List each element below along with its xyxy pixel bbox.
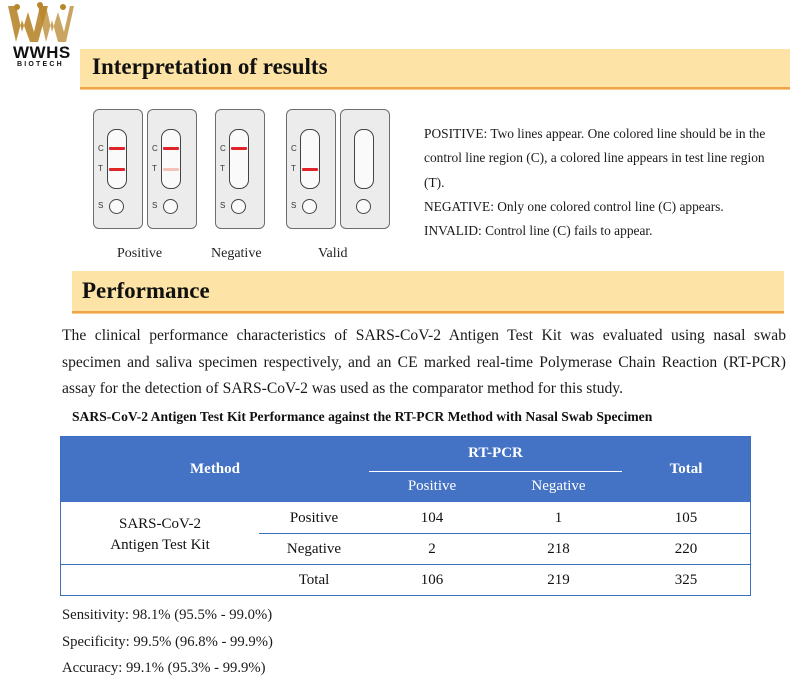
header-divider <box>369 471 622 472</box>
test-marker: T <box>98 164 103 173</box>
cell-positive: 104 <box>420 510 444 526</box>
test-marker: T <box>220 164 225 173</box>
header-positive: Positive <box>407 478 457 494</box>
logo-subtitle: BIOTECH <box>17 61 64 68</box>
sample-well <box>302 199 317 214</box>
company-logo: WWHS BIOTECH <box>5 2 75 74</box>
row-label: Positive <box>289 510 339 526</box>
sample-marker: S <box>152 201 158 210</box>
sample-marker: S <box>220 201 226 210</box>
logo-emblem-icon <box>8 2 74 42</box>
cell-total: 325 <box>674 572 698 588</box>
sample-well <box>231 199 246 214</box>
result-window <box>161 129 181 189</box>
sample-marker: S <box>291 201 297 210</box>
control-marker: C <box>291 144 297 153</box>
result-window <box>354 129 374 189</box>
row-group-label-line1: SARS-CoV-2 <box>119 516 201 532</box>
header-rt-pcr: RT-PCR <box>468 445 523 461</box>
test-cassette-positive-faint: C T S <box>147 109 197 229</box>
row-label: Negative <box>286 541 342 557</box>
control-marker: C <box>98 144 104 153</box>
test-cassette-negative: C T S <box>215 109 265 229</box>
test-cassette-invalid-blank <box>340 109 390 229</box>
stat-sensitivity: Sensitivity: 98.1% (95.5% - 99.0%) <box>62 607 273 623</box>
control-line <box>163 147 179 150</box>
row-divider <box>61 564 750 565</box>
sample-well <box>109 199 124 214</box>
section-title: Performance <box>82 278 210 303</box>
test-line <box>302 168 318 171</box>
header-method: Method <box>190 461 240 477</box>
result-window <box>229 129 249 189</box>
test-line-faint <box>163 168 179 171</box>
cell-total: 105 <box>674 510 698 526</box>
caption-negative: Negative <box>211 246 262 261</box>
performance-table: Method RT-PCR Positive Negative Total SA… <box>60 436 751 596</box>
interpretation-negative-invalid: NEGATIVE: Only one colored control line … <box>424 198 724 239</box>
cell-negative: 1 <box>554 510 563 526</box>
cell-negative: 219 <box>547 572 570 588</box>
caption-positive: Positive <box>117 246 163 261</box>
section-banner-performance: Performance <box>72 271 784 313</box>
sample-well <box>356 199 371 214</box>
performance-stats: Sensitivity: 98.1% (95.5% - 99.0%) Speci… <box>62 602 273 682</box>
table-header: Method RT-PCR Positive Negative Total <box>61 437 750 502</box>
control-marker: C <box>220 144 226 153</box>
cell-total: 220 <box>674 541 698 557</box>
control-line <box>231 147 247 150</box>
stat-specificity: Specificity: 99.5% (96.8% - 99.9%) <box>62 633 273 650</box>
interpretation-positive: POSITIVE: Two lines appear. One colored … <box>424 126 766 190</box>
performance-paragraph: The clinical performance characteristics… <box>62 327 786 397</box>
caption-valid: Valid <box>318 246 348 261</box>
result-window <box>300 129 320 189</box>
control-line <box>109 147 125 150</box>
cell-negative: 218 <box>547 541 570 557</box>
test-line <box>109 168 125 171</box>
row-group-label: SARS-CoV-2 Antigen Test Kit <box>61 514 259 556</box>
control-marker: C <box>152 144 158 153</box>
test-marker: T <box>152 164 157 173</box>
interpretation-text: POSITIVE: Two lines appear. One colored … <box>424 122 774 243</box>
section-title: Interpretation of results <box>92 54 328 79</box>
test-marker: T <box>291 164 296 173</box>
section-banner-interpretation: Interpretation of results <box>80 49 790 89</box>
header-total: Total <box>669 461 703 477</box>
cell-positive: 2 <box>428 541 436 557</box>
row-group-label-line2: Antigen Test Kit <box>110 537 210 553</box>
table-title: SARS-CoV-2 Antigen Test Kit Performance … <box>72 409 653 424</box>
row-label: Total <box>298 572 330 588</box>
header-negative: Negative <box>531 478 586 494</box>
sample-well <box>163 199 178 214</box>
stat-accuracy: Accuracy: 99.1% (95.3% - 99.9%) <box>62 660 266 676</box>
result-window <box>107 129 127 189</box>
test-cassette-positive-strong: C T S <box>93 109 143 229</box>
row-divider <box>259 533 750 534</box>
sample-marker: S <box>98 201 104 210</box>
cell-positive: 106 <box>420 572 444 588</box>
test-cassette-invalid-test-only: C T S <box>286 109 336 229</box>
logo-wordmark: WWHS <box>13 43 71 62</box>
